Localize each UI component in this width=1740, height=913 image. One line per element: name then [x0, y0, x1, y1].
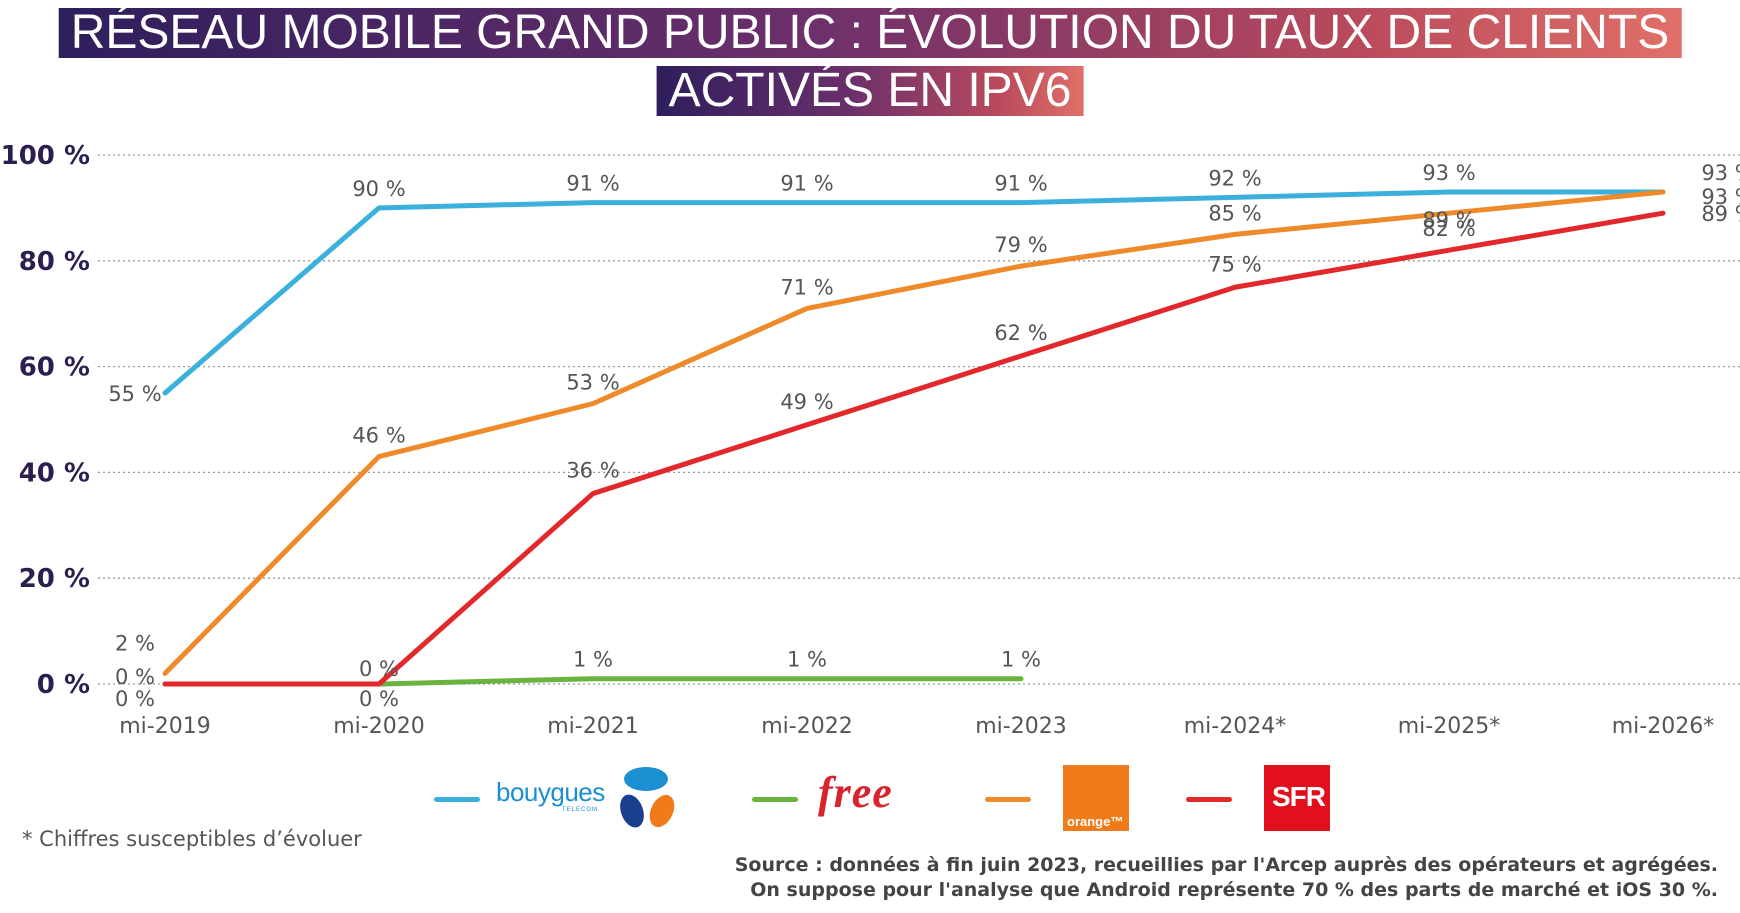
data-label-orange: 71 %: [780, 275, 833, 299]
source-line-2: On suppose pour l'analyse que Android re…: [750, 879, 1718, 901]
y-tick-label: 40 %: [19, 458, 90, 488]
data-label-free: 1 %: [573, 648, 613, 672]
series-line-sfr: [162, 210, 1666, 687]
x-tick-label: mi-2023: [975, 714, 1066, 739]
data-label-orange: 53 %: [566, 371, 619, 395]
series-line-orange: [162, 189, 1666, 676]
legend-label-orange: orange™: [1067, 814, 1124, 829]
data-label-free: 0 %: [359, 657, 399, 681]
data-label-sfr: 36 %: [566, 459, 619, 483]
series-line-bouygues: [162, 189, 1666, 396]
data-label-sfr: 0 %: [115, 687, 155, 711]
data-label-orange: 89 %: [1422, 208, 1475, 232]
y-tick-label: 20 %: [19, 564, 90, 594]
legend-item-orange: orange™: [985, 765, 1135, 831]
legend-line-bouygues: [434, 797, 480, 802]
sfr-logo-icon: SFR: [1264, 765, 1330, 831]
orange-logo-icon: orange™: [1063, 765, 1129, 831]
chart-title-line-1: RÉSEAU MOBILE GRAND PUBLIC : ÉVOLUTION D…: [58, 8, 1682, 58]
x-tick-label: mi-2022: [761, 714, 852, 739]
legend-item-sfr: SFR: [1186, 765, 1336, 831]
legend-item-free: free: [752, 765, 952, 831]
legend-label-bouygues: bouygues: [496, 777, 605, 807]
data-label-bouygues: 93 %: [1701, 161, 1740, 185]
data-label-bouygues: 91 %: [780, 172, 833, 196]
x-tick-label: mi-2024*: [1184, 714, 1286, 739]
x-tick-label: mi-2019: [119, 714, 210, 739]
footnote: * Chiffres susceptibles d’évoluer: [22, 827, 362, 851]
data-label-free: 1 %: [787, 648, 827, 672]
chart-title-line-2: ACTIVÉS EN IPV6: [656, 66, 1084, 116]
data-label-orange: 2 %: [115, 631, 155, 655]
data-label-sfr: 75 %: [1208, 252, 1261, 276]
y-tick-label: 60 %: [19, 353, 90, 383]
legend-line-sfr: [1186, 797, 1232, 802]
source-line-1: Source : données à fin juin 2023, recuei…: [734, 854, 1718, 876]
data-label-bouygues: 91 %: [566, 172, 619, 196]
data-label-orange: 85 %: [1208, 201, 1261, 225]
data-label-bouygues: 55 %: [108, 382, 161, 406]
x-tick-label: mi-2026*: [1612, 714, 1714, 739]
y-tick-label: 0 %: [37, 670, 90, 700]
data-label-free: 1 %: [1001, 648, 1041, 672]
line-chart: 0 % 20 % 40 % 60 % 80 % 100 % mi-2019 mi-2020 mi…: [1, 141, 1740, 739]
data-label-sfr: 89 %: [1701, 202, 1740, 226]
y-tick-label: 100 %: [1, 141, 90, 171]
data-label-sfr: 82 %: [1422, 217, 1475, 241]
legend-line-orange: [985, 797, 1031, 802]
legend-label-sfr: SFR: [1272, 781, 1326, 812]
data-label-free: 0 %: [115, 665, 155, 689]
data-label-bouygues: 91 %: [994, 172, 1047, 196]
bouygues-logo-icon: bouygues TELECOM: [496, 777, 605, 813]
data-label-orange: 93 %: [1701, 185, 1740, 209]
data-label-bouygues: 93 %: [1422, 161, 1475, 185]
data-label-bouygues: 92 %: [1208, 166, 1261, 190]
legend-item-bouygues: bouygues TELECOM: [434, 765, 694, 831]
y-tick-label: 80 %: [19, 247, 90, 277]
x-tick-label: mi-2020: [333, 714, 424, 739]
legend-line-free: [752, 797, 798, 802]
data-label-sfr: 49 %: [780, 390, 833, 414]
data-label-sfr: 0 %: [359, 687, 399, 711]
data-label-orange: 79 %: [994, 233, 1047, 257]
data-label-bouygues: 90 %: [352, 177, 405, 201]
x-tick-label: mi-2021: [547, 714, 638, 739]
x-tick-label: mi-2025*: [1398, 714, 1500, 739]
data-label-orange: 46 %: [352, 424, 405, 448]
free-logo-icon: free: [818, 768, 893, 817]
bouygues-bubbles-icon: [620, 767, 675, 828]
data-label-sfr: 62 %: [994, 321, 1047, 345]
source-note: Source : données à fin juin 2023, recuei…: [735, 853, 1718, 903]
legend-sublabel-bouygues: TELECOM: [562, 807, 599, 813]
